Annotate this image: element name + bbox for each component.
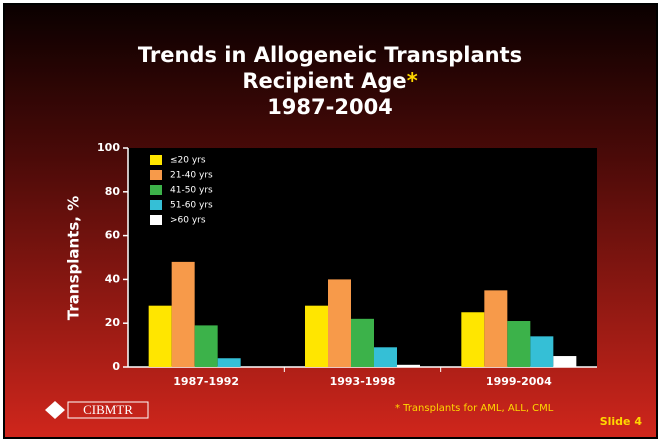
logo-icon <box>45 401 65 419</box>
y-tick-label: 80 <box>105 185 121 198</box>
x-tick-label: 1987-1992 <box>173 375 239 388</box>
legend-swatch <box>150 200 162 210</box>
bar <box>328 279 351 367</box>
bar <box>530 336 554 367</box>
title-line: 1987-2004 <box>267 95 393 119</box>
legend-label: 21-40 yrs <box>170 171 213 181</box>
legend-swatch <box>150 155 162 165</box>
bar <box>148 305 172 367</box>
y-axis-label: Transplants, % <box>65 196 83 320</box>
slide-label: Slide 4 <box>600 415 643 428</box>
bar <box>374 347 397 367</box>
y-tick-label: 20 <box>105 316 121 329</box>
bar <box>217 358 241 367</box>
y-tick-label: 100 <box>97 141 120 154</box>
bar <box>507 321 531 367</box>
x-tick-label: 1999-2004 <box>486 375 552 388</box>
legend-swatch <box>150 185 162 195</box>
legend-label: >60 yrs <box>170 216 206 226</box>
legend-label: 41-50 yrs <box>170 186 213 196</box>
bar <box>305 305 328 367</box>
bar <box>351 318 374 367</box>
y-tick-label: 0 <box>112 360 120 373</box>
bar <box>461 312 485 367</box>
bar <box>553 356 577 367</box>
y-tick-label: 40 <box>105 272 121 285</box>
logo: CIBMTR <box>45 401 149 419</box>
title-line: Trends in Allogeneic Transplants <box>138 43 522 67</box>
x-tick-label: 1993-1998 <box>330 375 396 388</box>
title-marker: * <box>407 69 418 93</box>
y-tick-label: 60 <box>105 229 121 242</box>
bar <box>194 325 218 367</box>
footnote: * Transplants for AML, ALL, CML <box>395 403 554 414</box>
logo-box <box>67 401 149 419</box>
legend-label: ≤20 yrs <box>170 156 206 166</box>
bar <box>171 261 195 367</box>
legend-label: 51-60 yrs <box>170 201 213 211</box>
title-text: Recipient Age <box>242 69 406 93</box>
legend-swatch <box>150 215 162 225</box>
title-line: Recipient Age* <box>242 69 417 93</box>
bar <box>397 364 420 367</box>
legend-swatch <box>150 170 162 180</box>
logo-text: CIBMTR <box>83 402 133 417</box>
bar <box>484 290 508 367</box>
